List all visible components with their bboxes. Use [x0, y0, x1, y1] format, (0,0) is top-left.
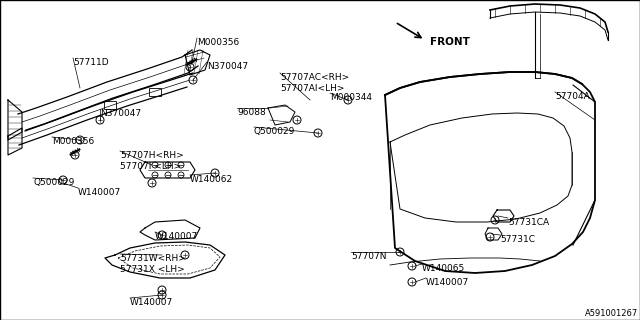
Text: W140062: W140062 [190, 175, 233, 184]
Text: 57707H<RH>: 57707H<RH> [120, 151, 184, 160]
Text: W140007: W140007 [78, 188, 121, 197]
Text: 57731X <LH>: 57731X <LH> [120, 265, 185, 274]
Text: 57707N: 57707N [351, 252, 387, 261]
Text: 57707I <LH>: 57707I <LH> [120, 162, 181, 171]
Text: M000344: M000344 [330, 93, 372, 102]
Text: M000356: M000356 [197, 38, 239, 47]
Text: 57731W<RH>: 57731W<RH> [120, 254, 186, 263]
Text: Q500029: Q500029 [254, 127, 296, 136]
Text: N370047: N370047 [207, 62, 248, 71]
Text: A591001267: A591001267 [585, 309, 638, 318]
Text: W140007: W140007 [155, 232, 198, 241]
Text: M000356: M000356 [52, 137, 94, 146]
Text: W140065: W140065 [422, 264, 465, 273]
Text: 57707AI<LH>: 57707AI<LH> [280, 84, 344, 93]
Text: W140007: W140007 [426, 278, 469, 287]
Bar [149, 88, 161, 96]
Text: W140007: W140007 [130, 298, 173, 307]
Text: 57731CA: 57731CA [508, 218, 549, 227]
Text: 57704A: 57704A [555, 92, 589, 101]
Bar [104, 101, 116, 109]
Text: 57711D: 57711D [73, 58, 109, 67]
Text: FRONT: FRONT [430, 37, 470, 47]
Text: Q500029: Q500029 [33, 178, 74, 187]
Text: 57731C: 57731C [500, 235, 535, 244]
Text: 57707AC<RH>: 57707AC<RH> [280, 73, 349, 82]
Text: N370047: N370047 [100, 109, 141, 118]
Text: 96088: 96088 [237, 108, 266, 117]
